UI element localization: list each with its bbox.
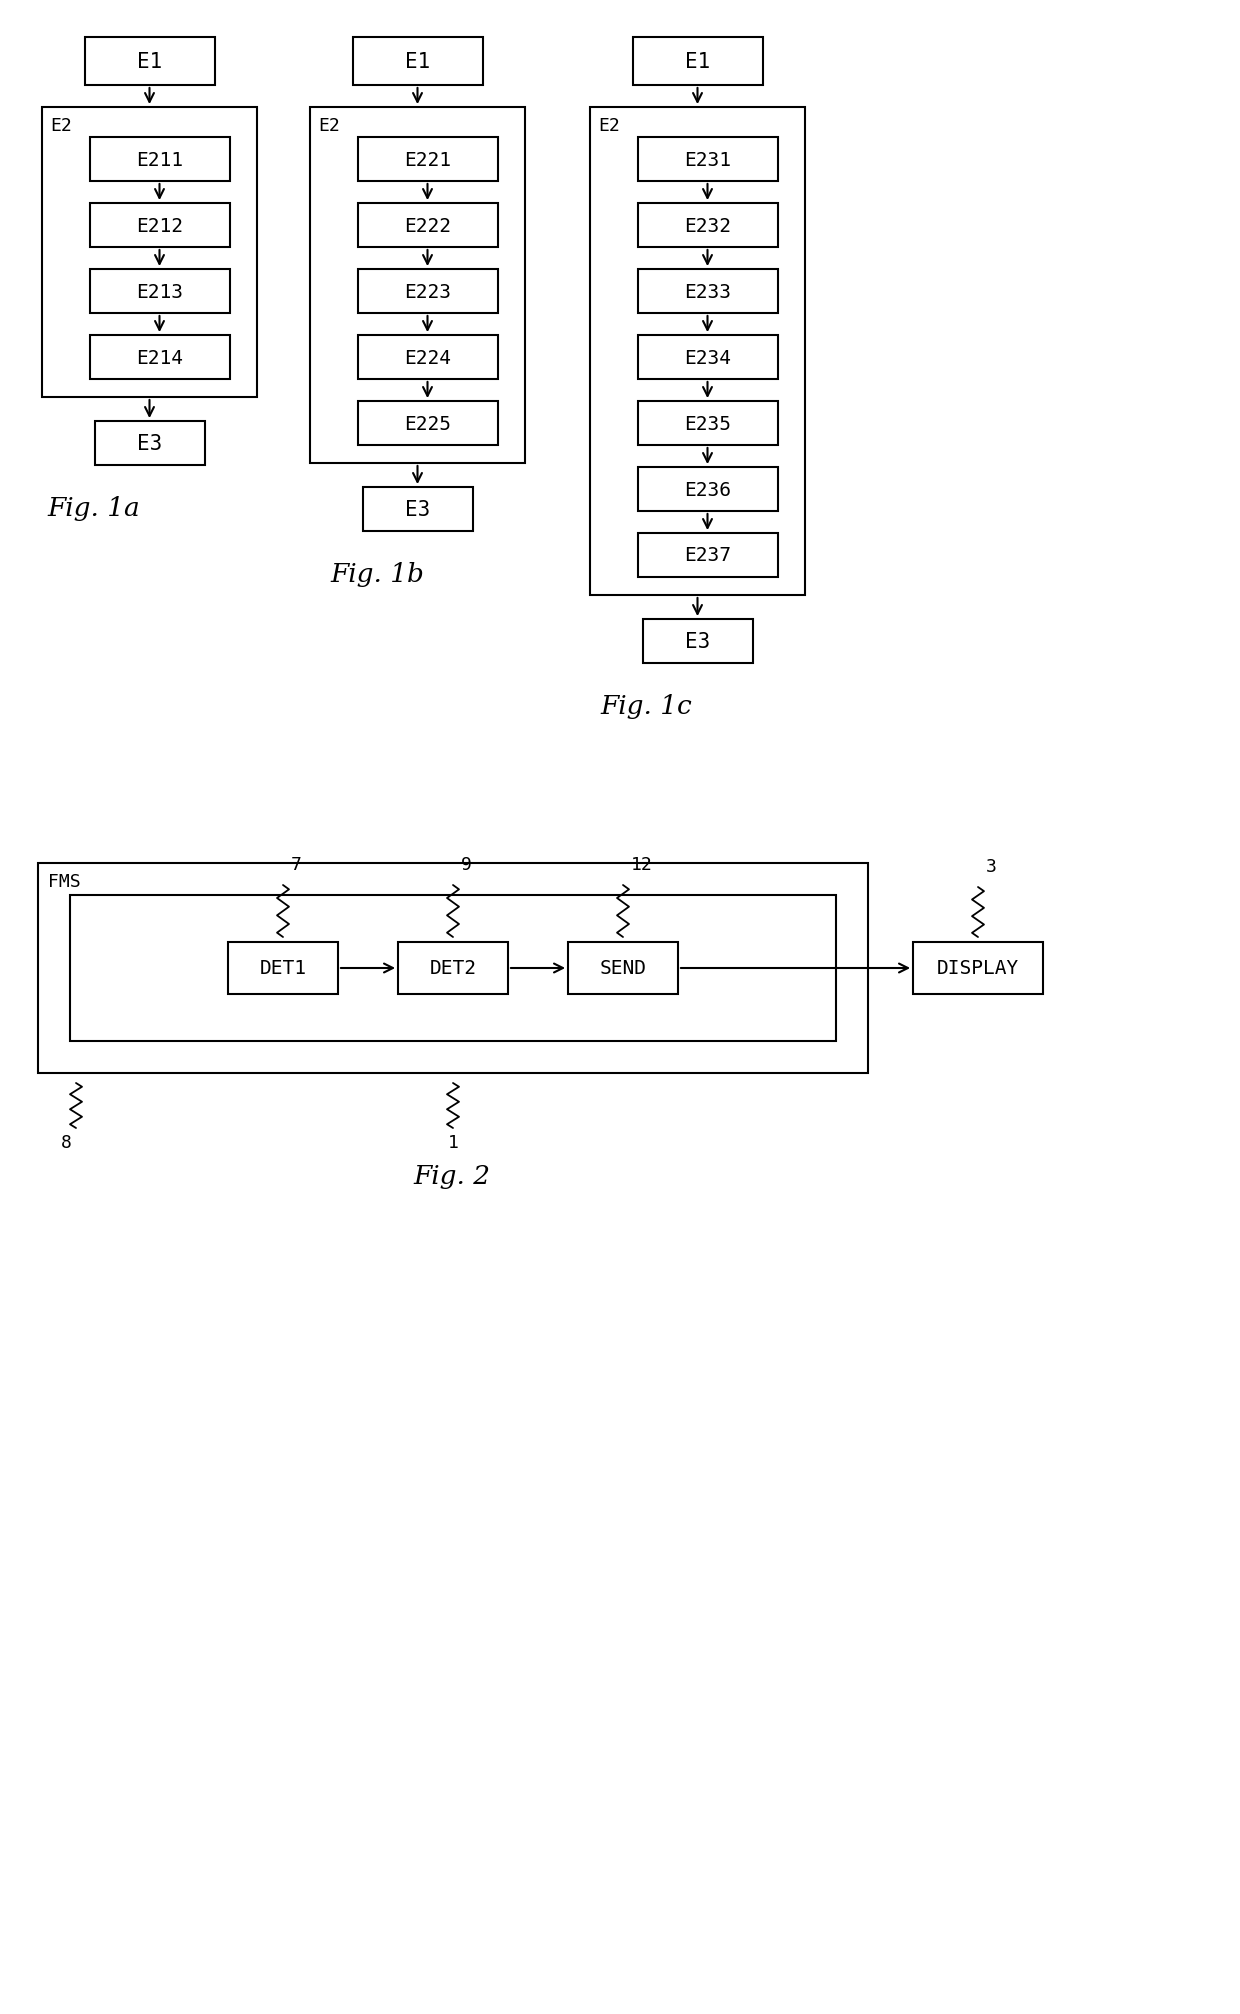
Bar [637, 270, 777, 314]
Text: E235: E235 [684, 415, 732, 433]
Text: E237: E237 [684, 546, 732, 566]
Text: FMS: FMS [48, 872, 81, 890]
Text: 8: 8 [61, 1134, 72, 1152]
Bar [632, 38, 763, 87]
Bar [637, 137, 777, 181]
Text: 12: 12 [631, 856, 652, 874]
Text: Fig. 1a: Fig. 1a [47, 495, 140, 522]
Text: E3: E3 [136, 433, 162, 453]
Text: E1: E1 [684, 52, 711, 73]
Bar [568, 943, 678, 995]
Bar [913, 943, 1043, 995]
Bar [362, 487, 472, 532]
Bar [89, 270, 229, 314]
Bar [398, 943, 508, 995]
Bar [637, 203, 777, 248]
Text: E213: E213 [136, 282, 184, 302]
Text: 3: 3 [986, 858, 997, 876]
Text: E221: E221 [404, 151, 451, 169]
Bar [352, 38, 482, 87]
Text: E1: E1 [136, 52, 162, 73]
Text: 9: 9 [461, 856, 472, 874]
Bar [228, 943, 339, 995]
Bar [357, 403, 497, 445]
Text: E231: E231 [684, 151, 732, 169]
Text: E233: E233 [684, 282, 732, 302]
Bar [637, 467, 777, 512]
Bar [590, 109, 805, 596]
Text: E211: E211 [136, 151, 184, 169]
Text: E2: E2 [317, 117, 340, 135]
Text: Fig. 2: Fig. 2 [413, 1164, 490, 1188]
Bar [69, 896, 836, 1041]
Bar [89, 137, 229, 181]
Text: E225: E225 [404, 415, 451, 433]
Bar [637, 336, 777, 381]
Text: E1: E1 [405, 52, 430, 73]
Text: E3: E3 [405, 499, 430, 520]
Text: SEND: SEND [599, 959, 646, 979]
Text: 1: 1 [448, 1134, 459, 1152]
Text: E223: E223 [404, 282, 451, 302]
Text: E212: E212 [136, 215, 184, 236]
Text: E3: E3 [684, 632, 711, 653]
Text: Fig. 1c: Fig. 1c [600, 693, 692, 719]
Text: E214: E214 [136, 348, 184, 367]
Bar [642, 620, 753, 665]
Bar [94, 421, 205, 465]
Text: DET1: DET1 [259, 959, 306, 979]
Bar [637, 534, 777, 578]
Bar [357, 270, 497, 314]
Bar [310, 109, 525, 463]
Text: Fig. 1b: Fig. 1b [330, 562, 424, 586]
Bar [637, 403, 777, 445]
Bar [357, 203, 497, 248]
Text: DET2: DET2 [429, 959, 476, 979]
Text: 7: 7 [291, 856, 301, 874]
Text: E222: E222 [404, 215, 451, 236]
Text: E236: E236 [684, 479, 732, 499]
Text: E224: E224 [404, 348, 451, 367]
Bar [89, 203, 229, 248]
Bar [38, 864, 868, 1073]
Text: DISPLAY: DISPLAY [937, 959, 1019, 979]
Bar [357, 137, 497, 181]
Text: E2: E2 [598, 117, 620, 135]
Bar [357, 336, 497, 381]
Text: E2: E2 [50, 117, 72, 135]
Text: E232: E232 [684, 215, 732, 236]
Bar [42, 109, 257, 399]
Text: E234: E234 [684, 348, 732, 367]
Bar [89, 336, 229, 381]
Bar [84, 38, 215, 87]
